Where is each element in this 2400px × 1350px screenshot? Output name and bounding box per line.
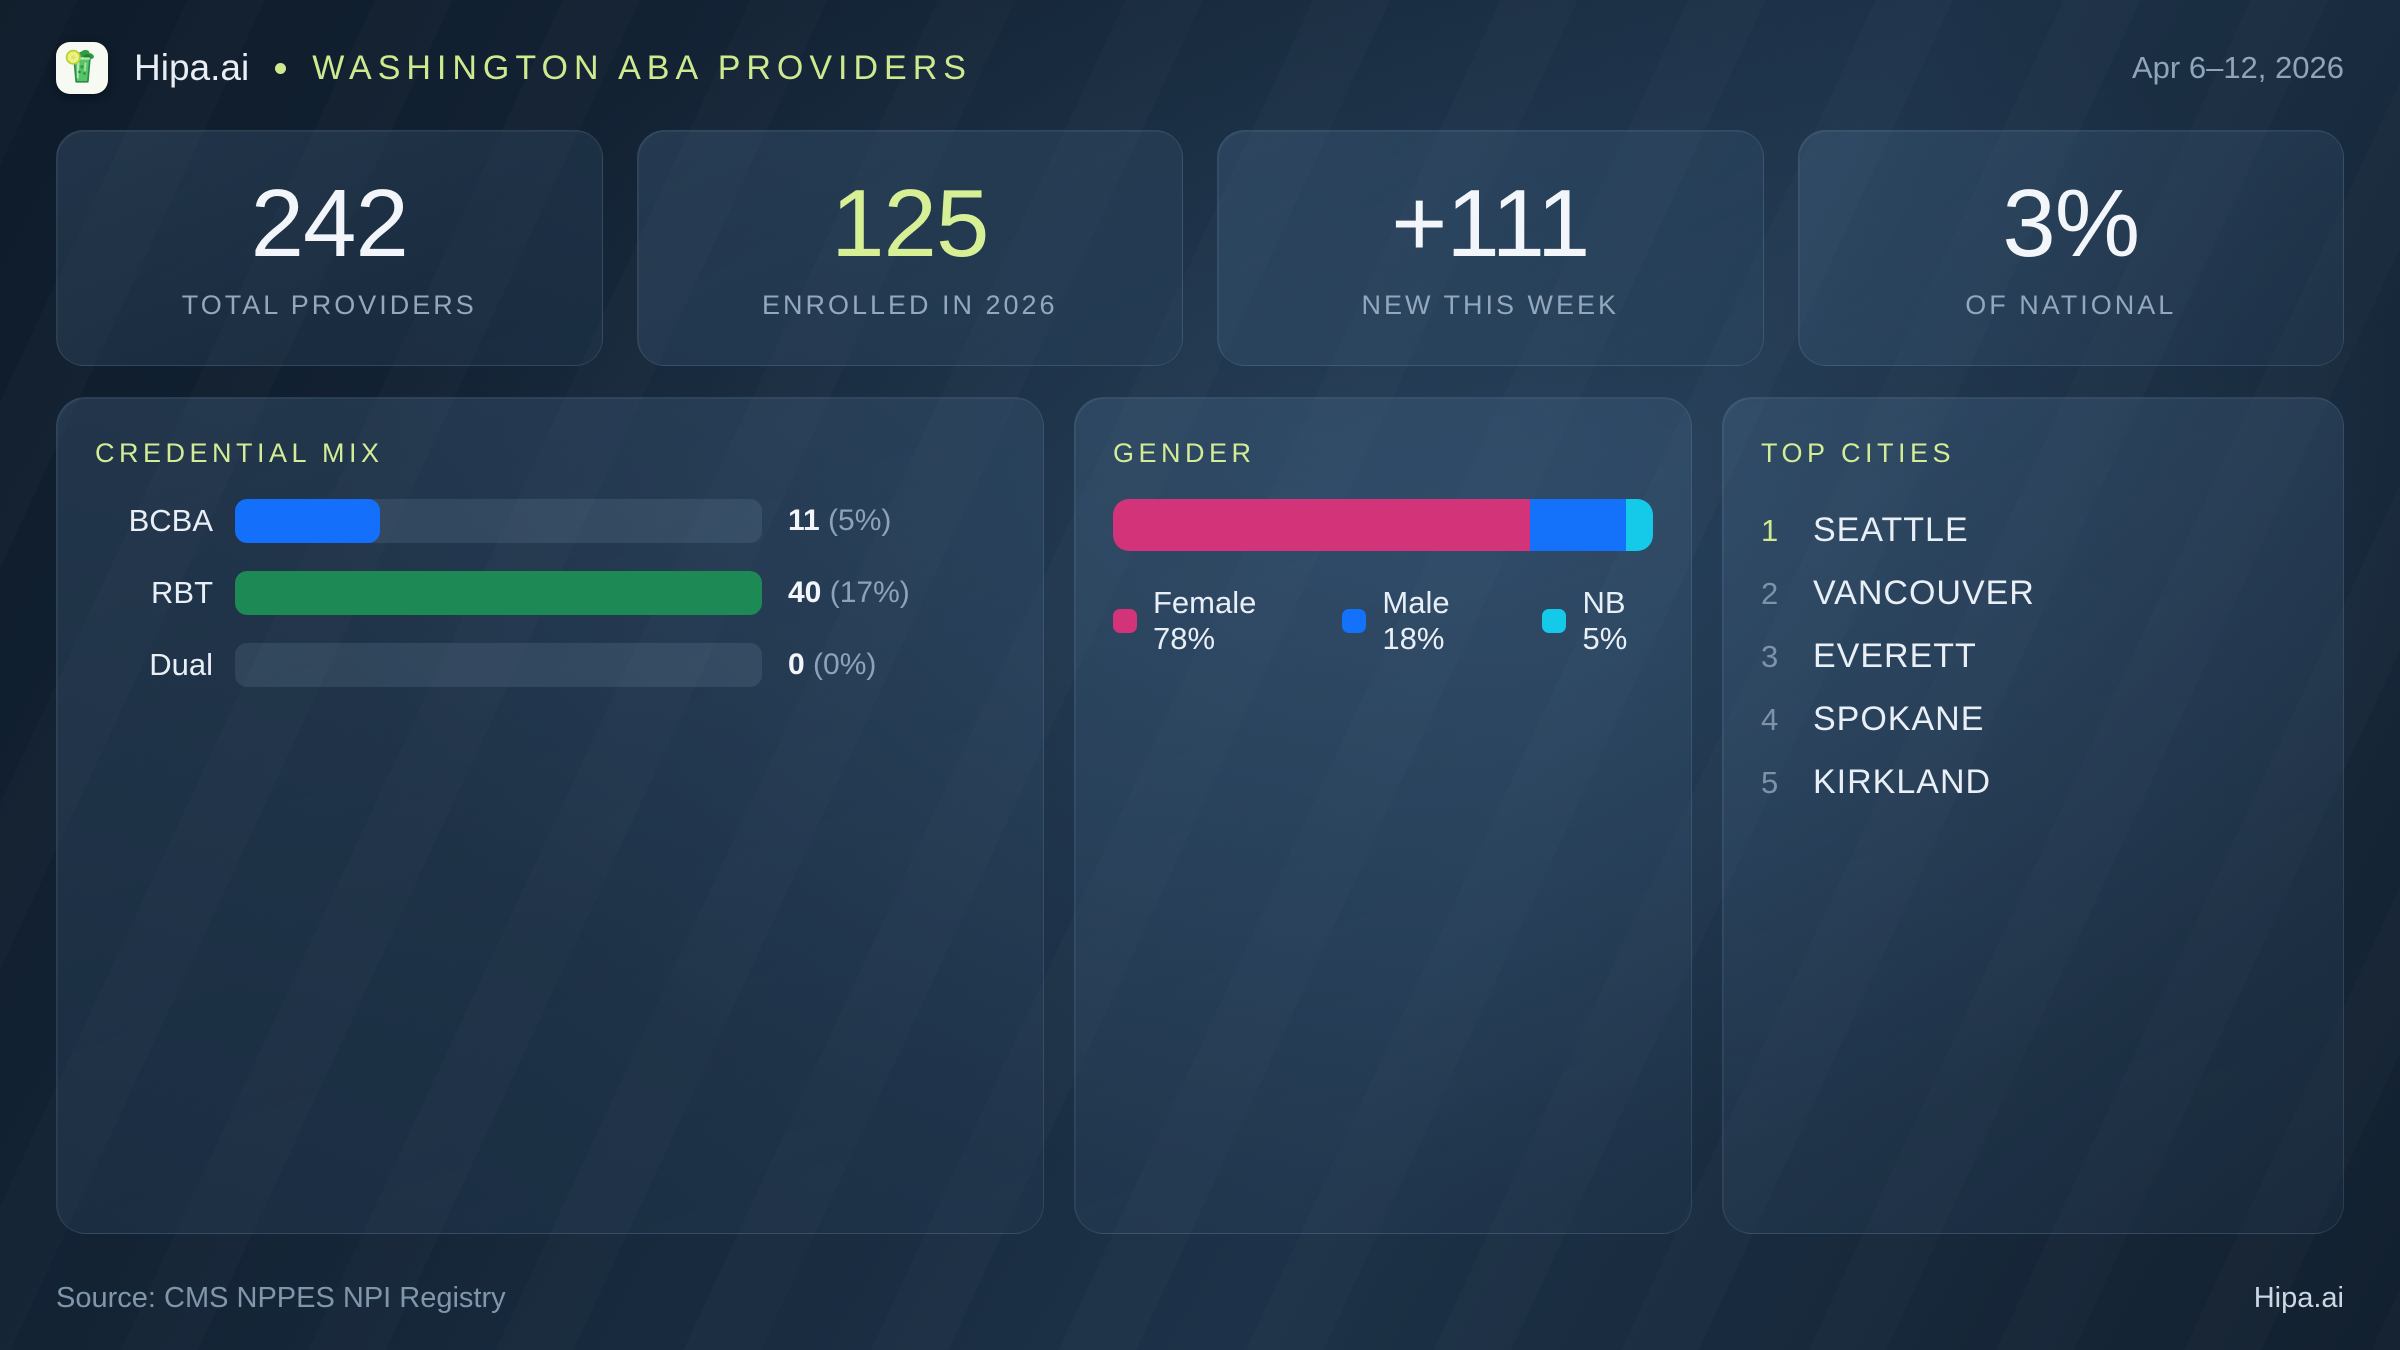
legend-label: NB 5% <box>1582 585 1628 656</box>
city-row: 2 VANCOUVER <box>1761 562 2305 625</box>
city-name: VANCOUVER <box>1813 574 2035 612</box>
stat-label: OF NATIONAL <box>1965 289 2177 320</box>
legend-label: Male 18% <box>1382 585 1450 656</box>
stat-label: NEW THIS WEEK <box>1361 289 1620 320</box>
legend-item: Male 18% <box>1342 585 1486 657</box>
credential-row: RBT 40 (17%) <box>95 571 1005 615</box>
city-row: 5 KIRKLAND <box>1761 751 2305 814</box>
credential-mix-title: CREDENTIAL MIX <box>95 438 384 468</box>
stat-card: 125 ENROLLED IN 2026 <box>636 130 1183 366</box>
credential-row: Dual 0 (0%) <box>95 643 1005 687</box>
stat-label: TOTAL PROVIDERS <box>181 289 477 320</box>
credential-label: Dual <box>149 647 213 682</box>
credential-label: RBT <box>151 575 213 610</box>
city-name: EVERETT <box>1813 637 1977 675</box>
city-rank: 2 <box>1761 575 1779 611</box>
credential-mix-chart: BCBA 11 (5%) RBT 40 (17%) Dual 0 (0%) <box>95 499 1005 687</box>
credential-value: 40 (17%) <box>788 576 910 609</box>
credential-bar-fill <box>235 499 380 543</box>
stat-value: +111 <box>1391 169 1590 277</box>
gender-panel: GENDER Female 78% Male 18% NB 5% <box>1074 397 1692 1234</box>
stat-label: ENROLLED IN 2026 <box>761 289 1058 320</box>
credential-mix-panel: CREDENTIAL MIX BCBA 11 (5%) RBT 40 (17%) Dua… <box>56 397 1044 1234</box>
city-rank: 5 <box>1761 764 1779 800</box>
footer: Source: CMS NPPES NPI Registry Hipa.ai <box>56 1282 2344 1315</box>
gender-title: GENDER <box>1113 438 1256 468</box>
mojito-glass-icon <box>62 46 102 91</box>
gender-legend: Female 78% Male 18% NB 5% <box>1113 585 1653 657</box>
top-cities-list: 1 SEATTLE 2 VANCOUVER 3 EVERETT 4 SPOKANE 5 KIRKL… <box>1761 499 2305 814</box>
legend-swatch-nb <box>1542 609 1567 633</box>
data-source: Source: CMS NPPES NPI Registry <box>56 1282 506 1314</box>
city-row: 3 EVERETT <box>1761 625 2305 688</box>
gender-stacked-bar <box>1113 499 1653 551</box>
stat-card: +111 NEW THIS WEEK <box>1217 130 1764 366</box>
gender-segment-female <box>1113 499 1531 551</box>
legend-item: Female 78% <box>1113 585 1286 657</box>
credential-value: 11 (5%) <box>788 504 892 537</box>
brand-name: Hipa.ai <box>134 47 250 88</box>
legend-swatch-female <box>1113 609 1137 633</box>
page-title: WASHINGTON ABA PROVIDERS <box>312 48 972 87</box>
stat-cards-row: 242 TOTAL PROVIDERS 125 ENROLLED IN 2026 +11… <box>56 130 2344 366</box>
legend-label: Female 78% <box>1153 585 1257 656</box>
stat-value: 242 <box>250 169 409 277</box>
separator-dot-icon <box>275 62 287 74</box>
city-row: 1 SEATTLE <box>1761 499 2305 562</box>
stat-card: 3% OF NATIONAL <box>1797 130 2344 366</box>
credential-bar-track <box>235 643 762 687</box>
legend-swatch-male <box>1342 609 1367 633</box>
hipa-logo <box>56 42 108 94</box>
panels-row: CREDENTIAL MIX BCBA 11 (5%) RBT 40 (17%) Dua… <box>56 397 2344 1234</box>
credential-value: 0 (0%) <box>788 648 877 681</box>
gender-segment-male <box>1530 499 1627 551</box>
top-cities-panel: TOP CITIES 1 SEATTLE 2 VANCOUVER 3 EVERETT 4 SP… <box>1722 397 2344 1234</box>
city-name: SPOKANE <box>1813 700 1985 738</box>
city-rank: 4 <box>1761 701 1779 737</box>
credential-bar-fill <box>235 571 762 615</box>
footer-brand: Hipa.ai <box>2253 1282 2344 1314</box>
stat-value: 3% <box>2002 169 2140 277</box>
stat-card: 242 TOTAL PROVIDERS <box>56 130 603 366</box>
city-row: 4 SPOKANE <box>1761 688 2305 751</box>
city-rank: 3 <box>1761 638 1779 674</box>
top-cities-title: TOP CITIES <box>1761 438 1956 468</box>
legend-item: NB 5% <box>1542 585 1653 657</box>
date-range: Apr 6–12, 2026 <box>2131 50 2344 85</box>
header: Hipa.ai WASHINGTON ABA PROVIDERS Apr 6–1… <box>56 26 2344 110</box>
city-rank: 1 <box>1761 512 1779 548</box>
city-name: SEATTLE <box>1813 511 1969 549</box>
gender-segment-nb <box>1626 499 1653 551</box>
credential-bar-track <box>235 571 762 615</box>
credential-row: BCBA 11 (5%) <box>95 499 1005 543</box>
stat-value: 125 <box>831 169 989 277</box>
credential-bar-track <box>235 499 762 543</box>
city-name: KIRKLAND <box>1813 763 1992 801</box>
credential-label: BCBA <box>128 503 213 538</box>
